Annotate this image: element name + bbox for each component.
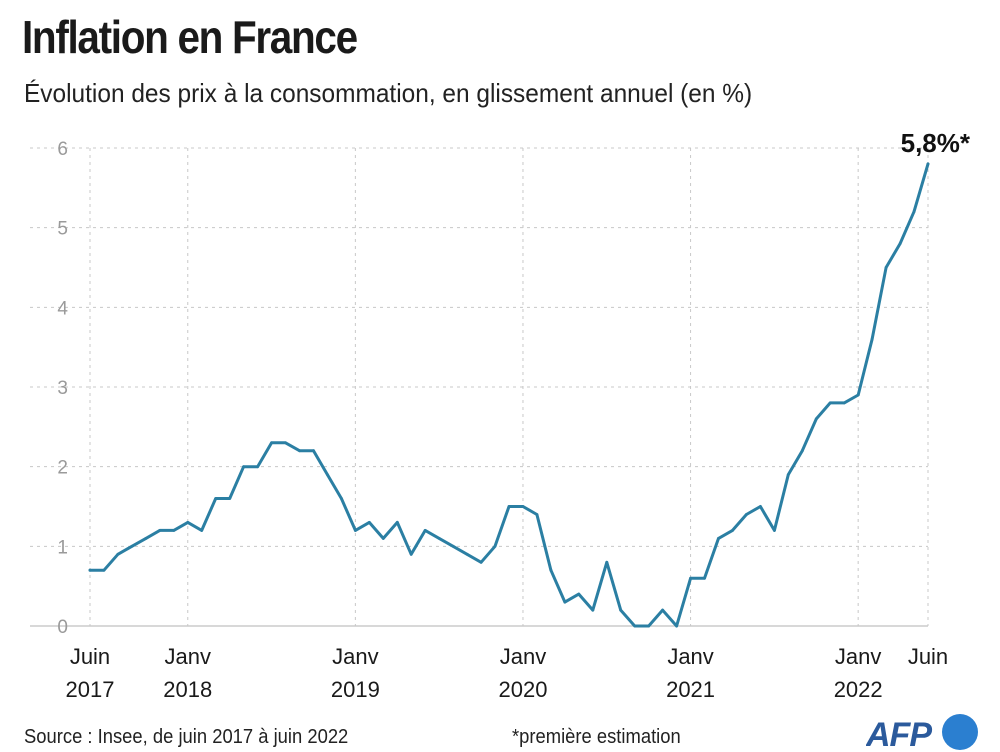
y-tick-label-5: 5 xyxy=(57,219,68,240)
data-point-2020-01 xyxy=(521,505,525,508)
data-point-2019-01 xyxy=(354,529,357,532)
x-tick-year-2018-01: 2018 xyxy=(163,677,212,702)
data-point-2018-12 xyxy=(340,497,343,500)
data-point-2021-11 xyxy=(828,401,832,405)
source-note: Source : Insee, de juin 2017 à juin 2022 xyxy=(24,726,349,748)
data-point-2019-10 xyxy=(479,560,483,564)
y-axis-tick-labels: 0 1 2 3 4 5 6 xyxy=(57,139,68,638)
data-point-2018-04 xyxy=(228,497,232,500)
x-tick-month-2020-01: Janv xyxy=(500,644,546,669)
data-point-2021-05 xyxy=(745,513,748,516)
data-point-2021-06 xyxy=(759,505,762,508)
data-point-2018-11 xyxy=(326,473,329,476)
data-point-2018-06 xyxy=(256,465,259,469)
y-tick-label-2: 2 xyxy=(57,458,68,479)
data-point-2019-07 xyxy=(437,537,441,540)
data-point-2020-06 xyxy=(591,608,595,612)
data-point-2017-12 xyxy=(172,529,176,532)
data-point-2019-08 xyxy=(451,544,455,548)
data-point-2019-05 xyxy=(409,552,413,556)
data-point-2021-07 xyxy=(773,529,776,532)
data-point-2021-03 xyxy=(717,537,720,540)
data-point-2022-03 xyxy=(884,266,888,269)
data-point-2021-02 xyxy=(703,576,706,580)
data-point-2019-09 xyxy=(465,552,469,556)
x-axis-ticks: Juin 2017 Janv 2018 Janv 2019 Janv 2020 Janv 2021… xyxy=(66,644,949,702)
data-point-2018-08 xyxy=(284,441,287,445)
x-tick-year-2022-01: 2022 xyxy=(834,677,883,702)
x-tick-month-2017-06: Juin xyxy=(70,644,110,669)
data-point-2017-09 xyxy=(130,544,134,548)
data-point-2019-03 xyxy=(381,537,385,540)
data-point-2022-05 xyxy=(912,210,916,214)
chart-subtitle: Évolution des prix à la consommation, en… xyxy=(24,78,753,108)
data-point-2022-01 xyxy=(856,393,860,397)
x-tick-month-2018-01: Janv xyxy=(165,644,211,669)
afp-logo: AFP xyxy=(866,714,978,752)
data-point-2017-07 xyxy=(102,568,106,572)
data-point-2017-06 xyxy=(88,568,92,572)
y-tick-label-6: 6 xyxy=(57,139,68,160)
data-point-2020-09 xyxy=(633,624,637,628)
data-point-2020-02 xyxy=(535,513,539,516)
data-point-2022-04 xyxy=(898,242,902,246)
data-point-2018-09 xyxy=(298,449,301,453)
x-tick-year-2017-06: 2017 xyxy=(66,677,115,702)
data-point-2020-12 xyxy=(675,624,678,628)
data-point-2019-02 xyxy=(367,521,371,524)
y-tick-label-4: 4 xyxy=(57,298,68,319)
data-point-2017-10 xyxy=(144,537,148,540)
svg-text:AFP: AFP xyxy=(866,716,932,752)
x-tick-month-2022-06: Juin xyxy=(908,644,948,669)
data-point-2017-08 xyxy=(116,552,120,556)
data-point-2020-11 xyxy=(661,608,664,612)
chart-title: Inflation en France xyxy=(22,11,358,63)
data-point-2021-09 xyxy=(800,449,804,453)
x-tick-month-2019-01: Janv xyxy=(332,644,378,669)
data-point-2021-01 xyxy=(689,576,692,580)
last-value-annotation: 5,8%* xyxy=(901,128,971,158)
x-tick-month-2022-01: Janv xyxy=(835,644,881,669)
data-point-2020-03 xyxy=(549,568,553,572)
data-point-2019-06 xyxy=(423,529,427,532)
data-point-2019-11 xyxy=(493,544,497,548)
data-point-2021-04 xyxy=(731,529,734,532)
data-point-2018-01 xyxy=(186,521,190,524)
footnote: *première estimation xyxy=(512,726,681,748)
x-tick-year-2020-01: 2020 xyxy=(498,677,547,702)
data-point-2021-08 xyxy=(786,473,790,476)
data-point-2020-08 xyxy=(619,608,623,612)
data-point-2020-10 xyxy=(647,624,651,628)
data-point-2018-02 xyxy=(200,529,204,532)
data-point-2019-04 xyxy=(395,521,399,524)
data-point-2018-07 xyxy=(270,441,273,445)
data-point-2018-03 xyxy=(214,497,218,500)
data-point-2019-12 xyxy=(507,505,511,508)
series-line-0 xyxy=(88,162,930,628)
data-point-2020-07 xyxy=(605,560,609,564)
x-tick-month-2021-01: Janv xyxy=(667,644,713,669)
data-point-2021-10 xyxy=(814,417,818,421)
series-line xyxy=(88,162,930,628)
data-point-2021-12 xyxy=(842,401,846,405)
annotations: 5,8%* xyxy=(901,128,971,158)
data-point-2020-05 xyxy=(577,592,581,596)
x-tick-year-2019-01: 2019 xyxy=(331,677,380,702)
data-point-2022-02 xyxy=(870,337,874,341)
data-point-2020-04 xyxy=(563,600,567,604)
inflation-line-chart: 0 1 2 3 4 5 6 Juin 2017 Janv 2018 Janv 2019 Janv 2020… xyxy=(30,128,971,702)
grid-lines xyxy=(30,147,929,627)
data-point-2018-05 xyxy=(242,465,246,469)
y-tick-label-3: 3 xyxy=(57,378,68,399)
y-tick-label-0: 0 xyxy=(57,617,68,638)
data-point-2017-11 xyxy=(158,529,162,532)
x-tick-year-2021-01: 2021 xyxy=(666,677,715,702)
data-point-2018-10 xyxy=(312,449,315,453)
data-points xyxy=(88,162,930,628)
y-tick-label-1: 1 xyxy=(57,537,68,558)
data-point-2022-06 xyxy=(926,162,930,166)
